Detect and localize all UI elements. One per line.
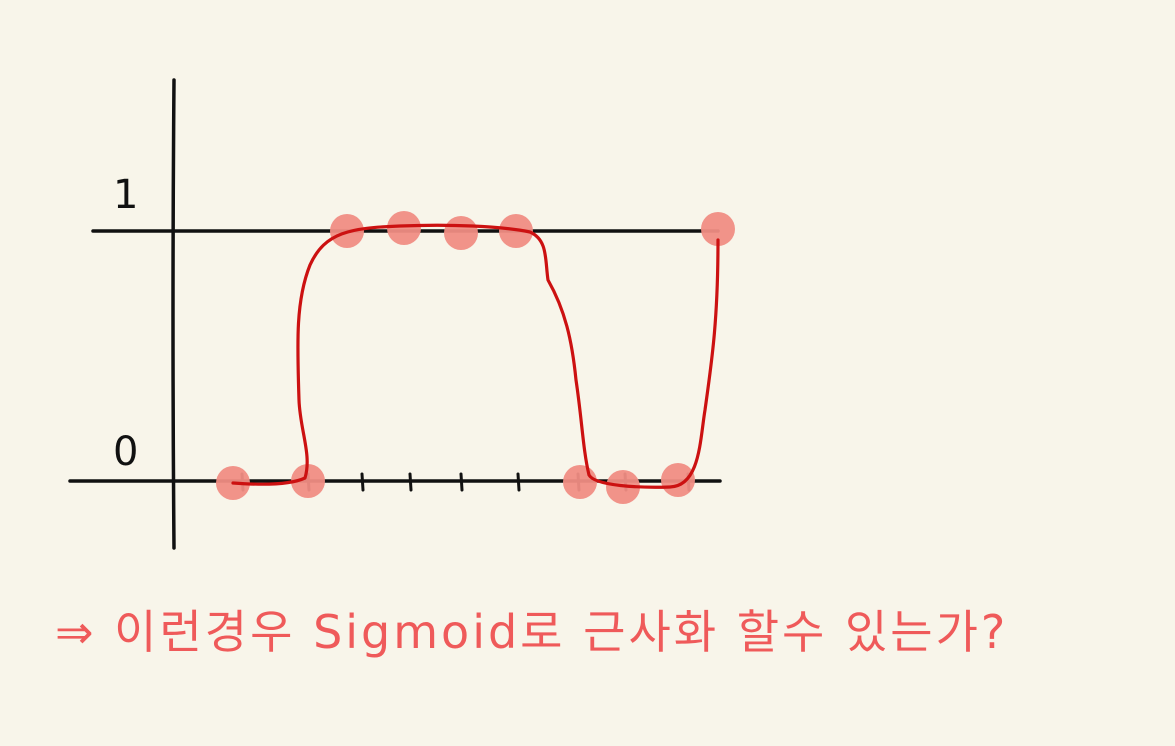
y-axis xyxy=(171,78,176,550)
x-tick-5 xyxy=(459,472,464,492)
data-point-2 xyxy=(291,464,325,498)
x-tick-6 xyxy=(516,472,521,492)
x-tick-4 xyxy=(408,472,413,492)
data-point-4 xyxy=(387,211,421,245)
data-points xyxy=(216,211,735,504)
fitted-curve xyxy=(231,223,720,489)
y-label-0: 0 xyxy=(113,429,138,475)
x-tick-3 xyxy=(360,472,365,492)
data-point-7 xyxy=(563,465,597,499)
data-point-10 xyxy=(701,212,735,246)
question-note: ⇒ 이런경우 Sigmoid로 근사화 할수 있는가? xyxy=(55,605,1009,659)
data-point-5 xyxy=(444,216,478,250)
y-label-1: 1 xyxy=(113,172,138,218)
data-point-9 xyxy=(661,463,695,497)
